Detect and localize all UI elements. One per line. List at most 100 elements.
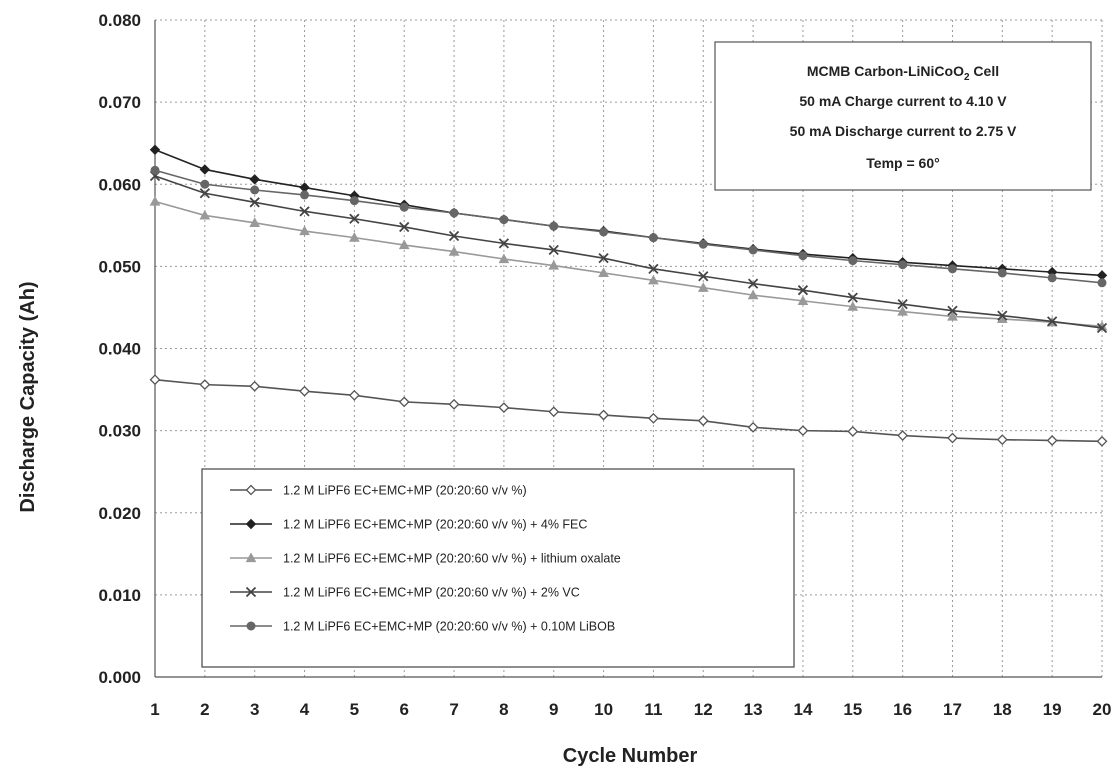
data-point	[398, 239, 410, 250]
x-tick-label: 4	[300, 700, 310, 719]
data-point	[199, 188, 210, 199]
info-box: MCMB Carbon-LiNiCoO2 Cell 50 mA Charge c…	[714, 41, 1092, 191]
data-point	[199, 164, 211, 175]
data-point	[200, 179, 210, 189]
data-point	[349, 213, 360, 224]
data-point	[997, 310, 1008, 321]
legend-frame	[201, 468, 795, 668]
data-point	[349, 196, 359, 206]
data-point	[548, 244, 559, 256]
data-point	[797, 425, 809, 437]
legend-entry: 1.2 M LiPF6 EC+EMC+MP (20:20:60 v/v %) +…	[230, 586, 580, 600]
data-point	[747, 289, 759, 300]
legend-entry: 1.2 M LiPF6 EC+EMC+MP (20:20:60 v/v %) +…	[230, 552, 621, 566]
y-tick-label: 0.030	[98, 422, 141, 441]
data-point	[250, 185, 260, 195]
data-point	[747, 278, 759, 289]
info-line-charge: 50 mA Charge current to 4.10 V	[799, 93, 1007, 109]
x-tick-label: 9	[549, 700, 558, 719]
data-point	[747, 421, 759, 433]
data-point	[847, 426, 859, 437]
series-group	[149, 144, 1108, 447]
x-tick-label: 1	[150, 700, 159, 719]
data-point	[149, 374, 161, 386]
series-4	[149, 170, 1108, 334]
x-tick-label: 19	[1043, 700, 1062, 719]
legend-label: 1.2 M LiPF6 EC+EMC+MP (20:20:60 v/v %)	[283, 484, 527, 498]
data-point	[947, 305, 958, 316]
data-point	[897, 306, 908, 316]
x-tick-label: 20	[1093, 700, 1112, 719]
x-tick-label: 2	[200, 700, 209, 719]
data-point	[648, 263, 659, 274]
data-point	[698, 239, 708, 249]
y-tick-label: 0.000	[98, 668, 141, 687]
data-point	[1096, 435, 1108, 447]
legend-label: 1.2 M LiPF6 EC+EMC+MP (20:20:60 v/v %) +…	[283, 552, 621, 566]
legend-swatch-marker	[245, 552, 257, 563]
data-point	[947, 432, 958, 444]
data-point	[898, 260, 908, 270]
data-point	[797, 295, 809, 305]
legend-entry: 1.2 M LiPF6 EC+EMC+MP (20:20:60 v/v %) +…	[230, 518, 587, 532]
series-1	[149, 374, 1108, 447]
data-point	[199, 209, 211, 220]
data-point	[349, 232, 360, 242]
data-point	[448, 246, 460, 256]
data-point	[299, 206, 310, 217]
data-point	[1047, 273, 1057, 283]
y-tick-label: 0.010	[98, 586, 141, 605]
legend-swatch-marker	[246, 621, 256, 631]
x-tick-label: 13	[744, 700, 763, 719]
data-point	[1097, 278, 1107, 288]
data-point	[199, 379, 211, 391]
data-point	[847, 301, 859, 311]
data-point	[249, 217, 261, 227]
y-tick-label: 0.020	[98, 504, 141, 523]
info-line-cell-sub: 2	[964, 72, 970, 83]
data-point	[548, 260, 560, 270]
y-tick-label: 0.060	[98, 175, 141, 194]
data-point	[797, 285, 809, 296]
legend-label: 1.2 M LiPF6 EC+EMC+MP (20:20:60 v/v %) +…	[283, 586, 580, 600]
x-tick-label: 5	[350, 700, 359, 719]
legend-entry: 1.2 M LiPF6 EC+EMC+MP (20:20:60 v/v %)	[230, 484, 527, 498]
legend-label: 1.2 M LiPF6 EC+EMC+MP (20:20:60 v/v %) +…	[283, 620, 615, 634]
x-tick-label: 3	[250, 700, 259, 719]
data-point	[149, 195, 161, 206]
data-point	[1096, 322, 1108, 334]
y-axis-title: Discharge Capacity (Ah)	[17, 281, 39, 512]
data-point	[299, 385, 310, 397]
data-point	[996, 434, 1008, 446]
data-point	[947, 310, 958, 321]
data-point	[697, 415, 709, 427]
data-point	[398, 396, 410, 408]
series-5	[150, 165, 1107, 288]
data-point	[498, 238, 510, 249]
data-point	[648, 274, 659, 285]
data-point	[399, 202, 409, 212]
info-box-frame	[714, 41, 1092, 191]
info-line-cell-end: Cell	[970, 63, 1000, 79]
y-tick-label: 0.080	[98, 11, 141, 30]
data-point	[748, 245, 758, 255]
info-line-cell: MCMB Carbon-LiNiCoO2 Cell	[807, 63, 999, 83]
x-tick-labels: 1 2 3 4 5 6 7 8 9 10 11 12 13 14 15 16 17 18 19 20	[150, 700, 1111, 719]
y-tick-labels: 0.000 0.010 0.020 0.030 0.040 0.050 0.060 0.070…	[98, 11, 141, 687]
data-point	[997, 268, 1007, 278]
data-point	[1047, 316, 1058, 327]
y-tick-label: 0.040	[98, 340, 141, 359]
legend-label: 1.2 M LiPF6 EC+EMC+MP (20:20:60 v/v %) +…	[283, 518, 587, 532]
series-line	[154, 200, 1103, 328]
data-point	[599, 227, 609, 237]
y-tick-label: 0.050	[98, 257, 141, 276]
data-point	[598, 253, 609, 264]
legend: 1.2 M LiPF6 EC+EMC+MP (20:20:60 v/v %) 1.…	[201, 468, 795, 668]
data-point	[697, 282, 709, 292]
data-point	[299, 225, 310, 236]
x-tick-label: 7	[449, 700, 458, 719]
axes	[154, 20, 1102, 678]
y-tick-label: 0.070	[98, 93, 141, 112]
x-axis-title: Cycle Number	[563, 745, 698, 767]
